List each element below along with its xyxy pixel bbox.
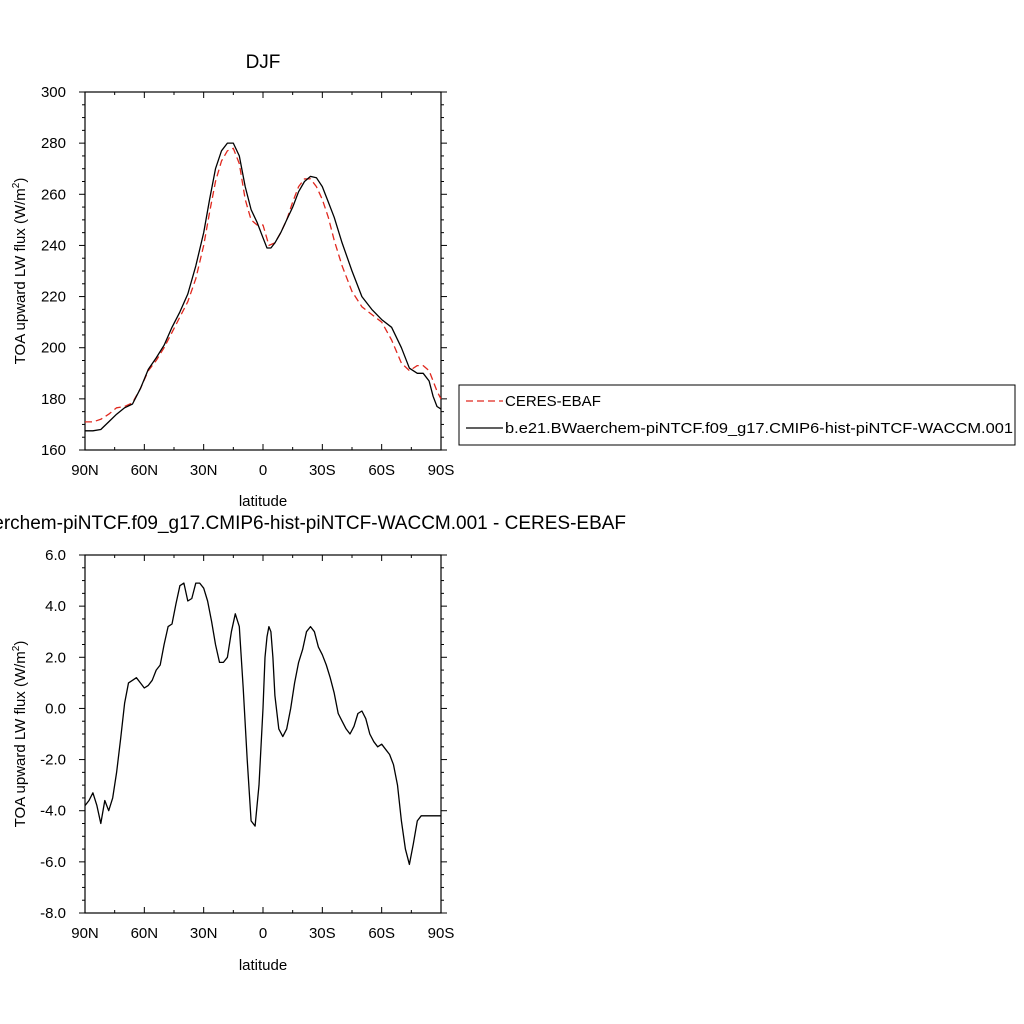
top-panel-djf: DJF 90N 60N 30N 0 30S 60S 90S 160 180 200 220 240 26… — [11, 52, 1016, 510]
series-line-model — [85, 142, 442, 432]
plot-frame-top — [84, 91, 442, 451]
panel-title-djf: DJF — [246, 52, 281, 73]
y-tick-label: 260 — [41, 186, 66, 203]
x-tick-label: 90N — [71, 925, 99, 942]
y-tick-label: -8.0 — [40, 905, 66, 922]
panel-title-difference: b.e21.BWaerchem-piNTCF.f09_g17.CMIP6-his… — [0, 513, 626, 534]
y-axis-label-top-end: ) — [12, 178, 29, 183]
y-axis-label-bottom-main: TOA upward LW flux (W/m — [12, 651, 29, 827]
series-group-bottom — [84, 582, 441, 866]
y-tick-label: -6.0 — [40, 854, 66, 871]
legend-box — [458, 384, 1016, 446]
x-tick-label: 60N — [131, 462, 159, 479]
x-tick-label: 30N — [190, 462, 218, 479]
y-axis-label-top: TOA upward LW flux (W/m2) — [11, 178, 29, 365]
series-group-top — [85, 142, 442, 432]
y-tick-label: 280 — [41, 135, 66, 152]
x-tick-label: 0 — [259, 925, 267, 942]
x-tick-label: 60S — [368, 925, 395, 942]
bottom-panel-difference: b.e21.BWaerchem-piNTCF.f09_g17.CMIP6-his… — [0, 513, 626, 974]
y-tick-label: 180 — [41, 391, 66, 408]
x-tick-label: 90S — [428, 925, 455, 942]
y-tick-label: 6.0 — [45, 547, 66, 564]
legend: CERES-EBAF b.e21.BWaerchem-piNTCF.f09_g1… — [458, 384, 1016, 446]
axis-ticks-top: 90N 60N 30N 0 30S 60S 90S 160 180 200 220 240 260 280… — [41, 84, 454, 479]
x-tick-label: 60S — [368, 462, 395, 479]
y-tick-label: 220 — [41, 289, 66, 306]
y-tick-label: 4.0 — [45, 598, 66, 615]
x-tick-label: 30S — [309, 462, 336, 479]
y-tick-label: 160 — [41, 442, 66, 459]
series-line-ceres-ebaf — [85, 147, 442, 423]
y-tick-label: 300 — [41, 84, 66, 101]
y-tick-label: 240 — [41, 237, 66, 254]
y-tick-label: 200 — [41, 340, 66, 357]
plot-frame-bottom — [84, 554, 442, 914]
x-tick-label: 30N — [190, 925, 218, 942]
x-axis-label-top: latitude — [239, 493, 287, 510]
legend-label-ceres: CERES-EBAF — [505, 393, 601, 410]
y-tick-label: 2.0 — [45, 649, 66, 666]
x-tick-label: 90S — [428, 462, 455, 479]
y-axis-label-bottom-sup: 2 — [11, 645, 22, 651]
legend-label-model: b.e21.BWaerchem-piNTCF.f09_g17.CMIP6-his… — [505, 420, 1013, 437]
x-tick-label: 90N — [71, 462, 99, 479]
y-axis-label-bottom-end: ) — [12, 641, 29, 646]
x-tick-label: 30S — [309, 925, 336, 942]
x-tick-label: 0 — [259, 462, 267, 479]
y-tick-label: -4.0 — [40, 803, 66, 820]
y-tick-label: 0.0 — [45, 700, 66, 717]
x-axis-label-bottom: latitude — [239, 957, 287, 974]
y-axis-label-top-main: TOA upward LW flux (W/m — [12, 188, 29, 364]
y-axis-label-bottom: TOA upward LW flux (W/m2) — [11, 641, 29, 828]
y-axis-label-top-sup: 2 — [11, 182, 22, 188]
axis-ticks-bottom: 90N 60N 30N 0 30S 60S 90S -8.0 -6.0 -4.0 -2.0 0.0 2.… — [40, 547, 454, 942]
x-tick-label: 60N — [131, 925, 159, 942]
y-tick-label: -2.0 — [40, 752, 66, 769]
series-line-difference — [84, 582, 441, 866]
